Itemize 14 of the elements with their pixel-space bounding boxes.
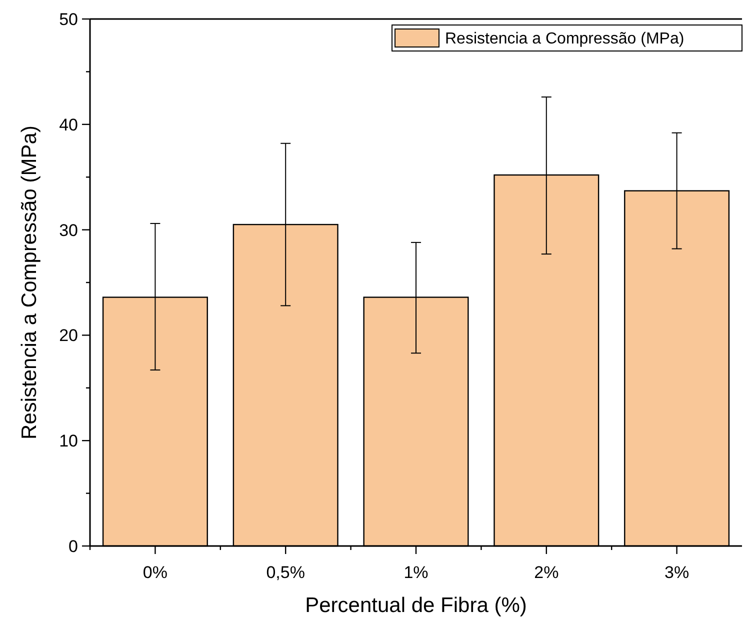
x-tick-label: 0,5% <box>266 563 305 582</box>
y-tick-label: 0 <box>68 536 78 556</box>
x-tick-label: 2% <box>534 563 559 582</box>
y-tick-label: 50 <box>59 10 78 29</box>
y-tick-label: 20 <box>59 326 78 346</box>
y-tick-label: 10 <box>59 432 78 451</box>
x-tick-label: 1% <box>404 563 428 582</box>
legend-label: Resistencia a Compressão (MPa) <box>445 30 684 48</box>
x-tick-label: 0% <box>142 563 168 582</box>
x-tick-label: 3% <box>664 563 690 582</box>
y-tick-label: 40 <box>59 115 78 134</box>
y-axis-title: Resistencia a Compressão (MPa) <box>18 126 41 440</box>
y-tick-label: 30 <box>59 220 78 240</box>
x-axis-title: Percentual de Fibra (%) <box>305 594 527 617</box>
